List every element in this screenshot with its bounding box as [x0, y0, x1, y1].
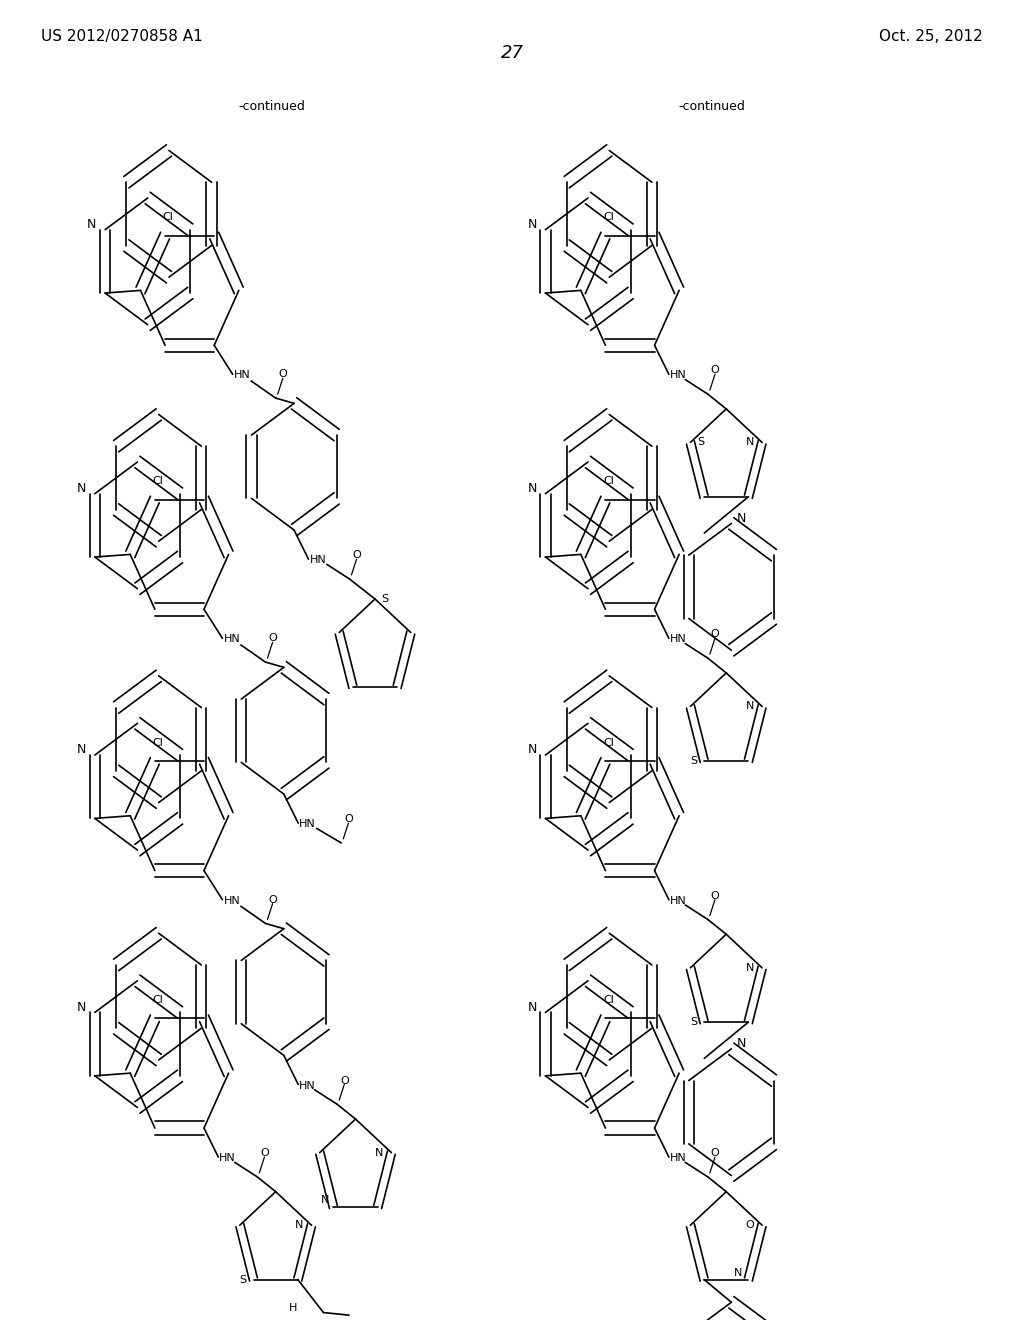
Text: O: O: [268, 895, 276, 904]
Text: Cl: Cl: [153, 995, 164, 1005]
Text: Cl: Cl: [603, 995, 614, 1005]
Text: N: N: [77, 1001, 86, 1014]
Text: HN: HN: [670, 1154, 687, 1163]
Text: O: O: [260, 1148, 268, 1158]
Text: N: N: [295, 1220, 303, 1230]
Text: HN: HN: [670, 371, 687, 380]
Text: N: N: [527, 743, 537, 756]
Text: N: N: [734, 1269, 742, 1278]
Text: N: N: [321, 1196, 330, 1205]
Text: N: N: [527, 482, 537, 495]
Text: N: N: [77, 482, 86, 495]
Text: O: O: [711, 366, 719, 375]
Text: Cl: Cl: [603, 213, 614, 222]
Text: Cl: Cl: [153, 738, 164, 747]
Text: H: H: [289, 1303, 297, 1313]
Text: HN: HN: [233, 371, 251, 380]
Text: HN: HN: [223, 896, 241, 906]
Text: N: N: [737, 512, 746, 524]
Text: S: S: [240, 1275, 247, 1284]
Text: N: N: [77, 743, 86, 756]
Text: Cl: Cl: [153, 477, 164, 486]
Text: -continued: -continued: [238, 100, 305, 114]
Text: N: N: [87, 218, 96, 231]
Text: S: S: [690, 756, 697, 766]
Text: US 2012/0270858 A1: US 2012/0270858 A1: [41, 29, 203, 44]
Text: S: S: [382, 594, 389, 605]
Text: N: N: [527, 218, 537, 231]
Text: O: O: [711, 891, 719, 900]
Text: N: N: [737, 1038, 746, 1049]
Text: N: N: [375, 1147, 383, 1158]
Text: Cl: Cl: [603, 738, 614, 747]
Text: O: O: [352, 550, 360, 560]
Text: Oct. 25, 2012: Oct. 25, 2012: [880, 29, 983, 44]
Text: -continued: -continued: [678, 100, 745, 114]
Text: O: O: [340, 1076, 348, 1085]
Text: O: O: [711, 1148, 719, 1158]
Text: HN: HN: [670, 896, 687, 906]
Text: O: O: [711, 630, 719, 639]
Text: HN: HN: [299, 1081, 316, 1090]
Text: HN: HN: [299, 820, 316, 829]
Text: N: N: [745, 962, 754, 973]
Text: O: O: [344, 814, 352, 824]
Text: HN: HN: [309, 556, 327, 565]
Text: N: N: [745, 437, 754, 447]
Text: S: S: [697, 437, 705, 447]
Text: Cl: Cl: [603, 477, 614, 486]
Text: O: O: [268, 634, 276, 643]
Text: HN: HN: [223, 635, 241, 644]
Text: N: N: [745, 701, 754, 711]
Text: 27: 27: [501, 44, 523, 62]
Text: N: N: [527, 1001, 537, 1014]
Text: O: O: [745, 1220, 754, 1230]
Text: HN: HN: [670, 635, 687, 644]
Text: HN: HN: [219, 1154, 237, 1163]
Text: Cl: Cl: [163, 213, 174, 222]
Text: S: S: [690, 1018, 697, 1027]
Text: O: O: [279, 370, 287, 379]
